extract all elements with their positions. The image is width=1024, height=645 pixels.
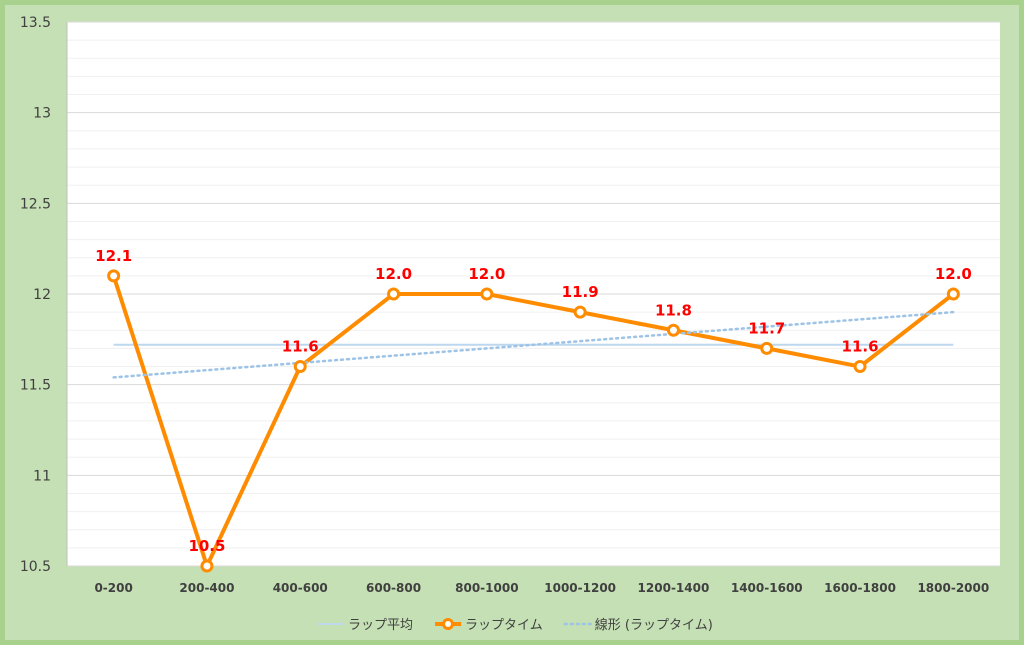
x-tick-label: 1400-1600 (731, 581, 803, 595)
data-point (200, 559, 214, 573)
x-tick-label: 1800-2000 (917, 581, 989, 595)
data-label: 10.5 (188, 537, 225, 555)
points-layer (107, 269, 960, 573)
y-tick-label: 11.5 (20, 378, 51, 394)
data-point (107, 269, 121, 283)
data-label: 12.0 (935, 265, 972, 283)
legend-label: 線形 (ラップタイム) (595, 617, 713, 633)
data-label: 11.6 (842, 338, 879, 356)
data-label: 12.1 (95, 247, 132, 265)
data-label: 11.9 (562, 283, 599, 301)
data-point (293, 360, 307, 374)
x-tick-label: 1200-1400 (638, 581, 710, 595)
data-point (760, 341, 774, 355)
legend-label: ラップタイム (465, 618, 543, 633)
x-tick-label: 800-1000 (455, 581, 518, 595)
data-labels: 12.1 10.5 11.6 12.0 12.0 11.9 11.8 11.7 11.6 12.0 (95, 247, 972, 555)
series-layer (111, 275, 955, 568)
x-axis-ticks: 0-200 200-400 400-600 600-800 800-1000 1000-1… (94, 581, 989, 595)
legend-label: ラップ平均 (348, 618, 413, 633)
x-tick-label: 0-200 (94, 581, 132, 595)
series-line-trend (112, 310, 955, 379)
data-point (946, 287, 960, 301)
data-label: 11.7 (748, 319, 785, 337)
x-tick-label: 400-600 (273, 581, 328, 595)
gridlines (67, 21, 1000, 567)
legend-item: ラップ平均 (318, 618, 413, 633)
data-point (853, 360, 867, 374)
y-tick-label: 13.5 (20, 15, 51, 31)
x-tick-label: 200-400 (179, 581, 234, 595)
y-tick-label: 13 (33, 106, 51, 122)
y-tick-label: 12.5 (20, 196, 51, 212)
y-tick-label: 12 (33, 287, 51, 303)
x-tick-label: 1000-1200 (544, 581, 616, 595)
y-axis-ticks: 10.5 11 11.5 12 12.5 13 13.5 (20, 15, 51, 575)
legend-marker-lap-time (442, 618, 455, 630)
legend-item: 線形 (ラップタイム) (563, 617, 713, 633)
y-tick-label: 10.5 (20, 559, 51, 575)
data-point (573, 305, 587, 319)
y-tick-label: 11 (33, 468, 51, 484)
data-label: 12.0 (468, 265, 505, 283)
x-tick-label: 1600-1800 (824, 581, 896, 595)
data-label: 12.0 (375, 265, 412, 283)
legend: ラップ平均 ラップタイム 線形 (ラップタイム) (318, 617, 713, 633)
legend-item: ラップタイム (435, 618, 543, 633)
x-tick-label: 600-800 (366, 581, 421, 595)
data-label: 11.6 (282, 338, 319, 356)
data-point (666, 323, 680, 337)
data-label: 11.8 (655, 301, 692, 319)
data-point (480, 287, 494, 301)
series-line-lap-time (111, 275, 955, 568)
data-point (387, 287, 401, 301)
